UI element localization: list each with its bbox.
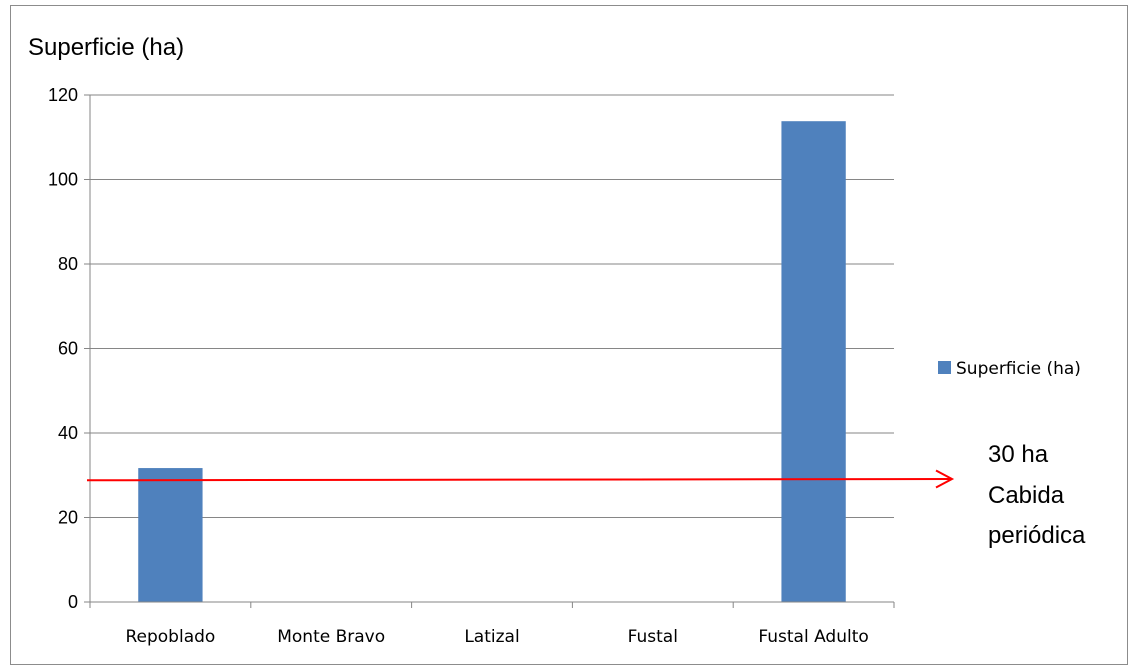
bar xyxy=(781,121,846,602)
y-tick-label: 100 xyxy=(48,170,78,190)
y-tick-label: 120 xyxy=(48,85,78,105)
reference-arrowhead xyxy=(935,469,955,489)
annotation-line-1: 30 ha xyxy=(988,441,1049,468)
x-tick-label: Fustal Adulto xyxy=(758,627,868,647)
x-tick-label: Repoblado xyxy=(125,627,215,647)
legend-label: Superficie (ha) xyxy=(956,359,1081,379)
y-tick-label: 40 xyxy=(58,423,78,443)
bar xyxy=(138,468,203,602)
x-tick-label: Monte Bravo xyxy=(277,627,385,647)
y-tick-label: 80 xyxy=(58,254,78,274)
reference-line xyxy=(86,477,953,482)
annotation-line-2: Cabida xyxy=(988,482,1065,509)
chart-title: Superficie (ha) xyxy=(28,34,184,61)
annotation-line-3: periódica xyxy=(988,522,1086,549)
y-tick-label: 20 xyxy=(58,508,78,528)
x-tick-label: Fustal xyxy=(628,627,678,647)
legend-swatch xyxy=(938,361,951,374)
y-tick-label: 60 xyxy=(58,339,78,359)
x-tick-label: Latizal xyxy=(464,627,519,647)
y-tick-label: 0 xyxy=(68,592,78,612)
